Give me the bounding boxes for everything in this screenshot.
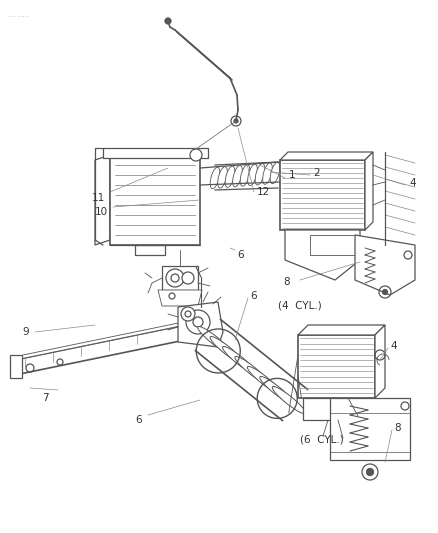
Polygon shape: [158, 290, 201, 306]
Polygon shape: [10, 355, 22, 378]
Ellipse shape: [234, 357, 268, 384]
Polygon shape: [329, 398, 409, 460]
Circle shape: [233, 119, 237, 123]
Polygon shape: [105, 155, 194, 240]
Text: (6  CYL.): (6 CYL.): [299, 435, 343, 445]
Polygon shape: [302, 398, 342, 420]
Circle shape: [366, 469, 373, 475]
Polygon shape: [364, 152, 372, 230]
Polygon shape: [284, 230, 359, 280]
Ellipse shape: [232, 165, 242, 187]
Ellipse shape: [210, 336, 243, 364]
Polygon shape: [15, 325, 184, 375]
Polygon shape: [297, 335, 374, 398]
Ellipse shape: [272, 386, 305, 414]
Ellipse shape: [240, 165, 249, 186]
Polygon shape: [374, 325, 384, 398]
Text: 2: 2: [312, 168, 319, 178]
Polygon shape: [95, 155, 110, 245]
Text: 4: 4: [389, 341, 396, 351]
Text: 9: 9: [22, 327, 28, 337]
Text: 8: 8: [283, 277, 290, 287]
Ellipse shape: [217, 167, 227, 188]
Text: ... .....: ... .....: [8, 10, 29, 19]
Text: 8: 8: [393, 423, 400, 433]
Polygon shape: [279, 160, 364, 230]
Polygon shape: [309, 235, 359, 255]
Polygon shape: [105, 150, 194, 170]
Polygon shape: [297, 325, 384, 335]
Ellipse shape: [262, 163, 272, 184]
Text: 1: 1: [288, 170, 295, 180]
Polygon shape: [110, 155, 200, 245]
Text: 6: 6: [135, 415, 141, 425]
Ellipse shape: [225, 166, 234, 188]
Polygon shape: [162, 266, 198, 290]
Circle shape: [381, 289, 387, 295]
Polygon shape: [135, 245, 165, 255]
Polygon shape: [279, 152, 372, 160]
Text: 4: 4: [408, 178, 415, 188]
Circle shape: [186, 310, 209, 334]
Ellipse shape: [197, 327, 230, 353]
Text: 6: 6: [249, 291, 256, 301]
Text: (4  CYL.): (4 CYL.): [277, 300, 321, 310]
Ellipse shape: [254, 164, 264, 185]
Polygon shape: [177, 302, 223, 347]
Circle shape: [166, 269, 184, 287]
Ellipse shape: [247, 367, 280, 393]
Ellipse shape: [247, 164, 257, 185]
Ellipse shape: [269, 163, 279, 184]
Circle shape: [180, 307, 194, 321]
Circle shape: [165, 18, 171, 24]
Polygon shape: [15, 320, 193, 360]
Ellipse shape: [259, 376, 292, 403]
Circle shape: [190, 149, 201, 161]
Text: 10: 10: [95, 207, 108, 217]
Text: 7: 7: [42, 393, 49, 403]
Ellipse shape: [210, 167, 219, 189]
Text: 6: 6: [237, 250, 243, 260]
Polygon shape: [354, 235, 414, 295]
Text: 12: 12: [256, 187, 270, 197]
Text: 11: 11: [92, 193, 105, 203]
Ellipse shape: [222, 346, 255, 374]
Polygon shape: [103, 148, 208, 158]
Circle shape: [182, 272, 194, 284]
